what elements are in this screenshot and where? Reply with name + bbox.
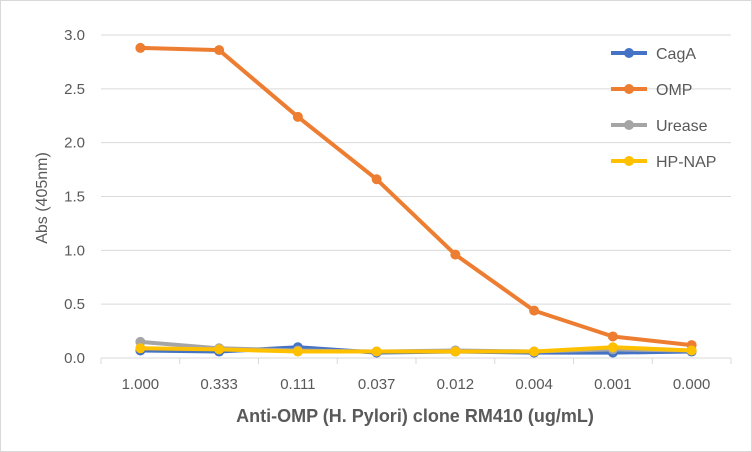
y-tick-label: 1.5 — [64, 189, 85, 206]
series-line-omp — [138, 45, 694, 348]
legend: CagA OMP Urease HP-NAP — [611, 46, 716, 171]
legend-entry-urease: Urease — [611, 118, 708, 135]
data-point-hp-nap — [214, 344, 225, 355]
x-tick-label: 0.037 — [358, 376, 396, 393]
data-point-hp-nap — [135, 343, 146, 354]
y-tick-label: 2.0 — [64, 135, 85, 152]
data-point-omp — [450, 249, 461, 260]
x-tick-label: 0.333 — [200, 376, 238, 393]
series-omp — [135, 42, 697, 351]
x-tick-label: 0.000 — [673, 376, 711, 393]
x-tick-label: 0.004 — [515, 376, 553, 393]
legend-swatch-marker — [624, 48, 634, 58]
y-tick-label: 3.0 — [64, 27, 85, 44]
series-lines — [135, 42, 697, 358]
y-axis-title: Abs (405nm) — [34, 152, 51, 244]
data-point-omp — [292, 111, 303, 122]
legend-label: OMP — [656, 82, 692, 99]
gridlines — [101, 34, 731, 305]
data-point-hp-nap — [450, 346, 461, 357]
series-hp-nap — [135, 342, 697, 357]
data-point-hp-nap — [529, 346, 540, 357]
x-axis — [100, 357, 732, 364]
x-tick-label: 1.000 — [122, 376, 160, 393]
y-tick-label: 0.0 — [64, 350, 85, 367]
x-axis-ticks: 1.000 0.333 0.111 0.037 0.012 0.004 0.001 0.000 — [122, 376, 711, 393]
legend-label: Urease — [656, 118, 708, 135]
x-tick-label: 0.001 — [594, 376, 632, 393]
data-point-omp — [529, 305, 540, 316]
legend-entry-hp-nap: HP-NAP — [611, 154, 716, 171]
data-point-omp — [371, 174, 382, 185]
legend-swatch-marker — [624, 84, 634, 94]
series-line-hp-nap — [138, 345, 694, 354]
legend-label: CagA — [656, 46, 696, 63]
data-point-hp-nap — [371, 346, 382, 357]
data-point-omp — [607, 331, 618, 342]
legend-swatch-marker — [624, 156, 634, 166]
y-tick-label: 0.5 — [64, 296, 85, 313]
data-point-omp — [135, 42, 146, 53]
legend-swatch-marker — [624, 120, 634, 130]
x-tick-label: 0.111 — [280, 376, 315, 393]
data-point-hp-nap — [607, 342, 618, 353]
data-point-omp — [214, 45, 225, 56]
data-point-hp-nap — [686, 345, 697, 356]
y-axis-ticks: 0.0 0.5 1.0 1.5 2.0 2.5 3.0 — [64, 27, 85, 367]
legend-label: HP-NAP — [656, 154, 716, 171]
x-tick-label: 0.012 — [437, 376, 475, 393]
legend-entry-caga: CagA — [611, 46, 696, 63]
data-point-hp-nap — [292, 346, 303, 357]
y-tick-label: 2.5 — [64, 81, 85, 98]
y-tick-label: 1.0 — [64, 242, 85, 259]
legend-entry-omp: OMP — [611, 82, 692, 99]
x-axis-title: Anti-OMP (H. Pylori) clone RM410 (ug/mL) — [236, 406, 594, 426]
